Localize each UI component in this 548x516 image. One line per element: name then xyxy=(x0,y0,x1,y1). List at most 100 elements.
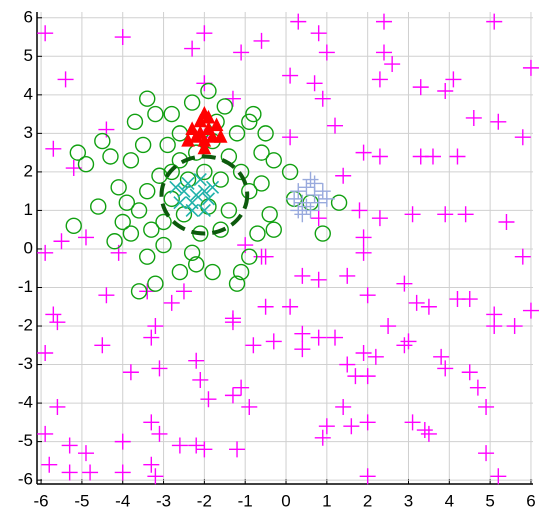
circle-marker xyxy=(204,263,221,281)
plus-marker xyxy=(253,32,270,49)
plus-marker xyxy=(175,283,192,300)
plus-marker xyxy=(318,44,335,61)
x-tick-label: -3 xyxy=(156,491,171,510)
y-tick-label: 5 xyxy=(24,46,33,65)
plus-marker xyxy=(490,468,507,485)
circle-marker xyxy=(155,213,172,231)
plus-marker xyxy=(478,398,495,415)
plus-marker xyxy=(310,329,327,346)
plus-marker xyxy=(506,318,523,335)
triangle-marker xyxy=(201,109,216,124)
circle-marker xyxy=(232,263,250,281)
y-tick-label: -3 xyxy=(18,354,33,373)
x-tick-label: -1 xyxy=(238,491,253,510)
plus-marker xyxy=(114,464,131,481)
plus-marker xyxy=(265,333,282,350)
plus-marker xyxy=(37,25,54,42)
plus-marker xyxy=(196,441,213,458)
plus-marker xyxy=(420,425,437,442)
plus-marker xyxy=(498,213,515,230)
x-tick-label: -5 xyxy=(74,491,89,510)
circle-marker xyxy=(330,194,348,211)
x-tick-label: 2 xyxy=(363,491,372,510)
triangle-marker xyxy=(197,140,212,155)
circle-marker xyxy=(253,144,270,161)
plus-marker xyxy=(286,190,303,207)
plus-marker xyxy=(45,140,62,157)
plus-marker xyxy=(314,183,331,200)
circle-marker xyxy=(281,163,299,181)
plus-marker xyxy=(37,344,54,361)
circle-marker xyxy=(232,163,250,181)
x-tick-label: 5 xyxy=(485,491,494,510)
plus-marker xyxy=(327,117,344,134)
triangle-marker xyxy=(205,129,220,143)
plus-marker xyxy=(514,248,531,265)
x-marker xyxy=(197,184,211,198)
plus-marker xyxy=(114,29,131,46)
plus-marker xyxy=(359,287,376,304)
circle-marker xyxy=(265,152,282,169)
circle-marker xyxy=(228,125,246,142)
plus-marker xyxy=(514,129,531,146)
plus-marker xyxy=(37,244,54,261)
circle-marker xyxy=(212,221,229,238)
plus-marker xyxy=(77,445,94,462)
circle-marker xyxy=(249,225,266,242)
circle-marker xyxy=(257,125,274,142)
plus-marker xyxy=(314,429,331,446)
circle-marker xyxy=(106,233,123,250)
circle-marker xyxy=(163,163,180,181)
plus-marker xyxy=(192,371,209,388)
circle-marker xyxy=(139,182,156,200)
y-tick-label: 4 xyxy=(24,84,33,103)
plus-marker xyxy=(416,422,433,439)
plus-marker xyxy=(143,329,160,346)
circle-marker xyxy=(130,202,148,219)
plus-marker xyxy=(433,348,450,365)
plus-marker xyxy=(384,56,401,73)
plus-marker xyxy=(371,71,388,88)
y-tick-label: 6 xyxy=(24,7,33,26)
plus-marker xyxy=(371,210,388,227)
x-tick-label: 1 xyxy=(322,491,331,510)
y-tick-label: 2 xyxy=(24,161,33,180)
circle-marker xyxy=(155,236,172,254)
circle-marker xyxy=(241,248,258,265)
x-marker xyxy=(197,203,211,217)
plus-marker xyxy=(355,229,372,246)
y-tick-label: 0 xyxy=(24,238,33,257)
plus-marker xyxy=(371,148,388,165)
plus-marker xyxy=(522,59,539,76)
circle-marker xyxy=(69,144,87,161)
circle-marker xyxy=(261,206,278,223)
plus-marker xyxy=(339,267,356,284)
plus-marker xyxy=(335,398,352,415)
plus-marker xyxy=(290,183,307,200)
circle-marker xyxy=(122,152,140,169)
plus-marker xyxy=(151,425,168,442)
plus-marker xyxy=(420,298,437,315)
plus-marker xyxy=(404,414,421,431)
plus-marker xyxy=(45,306,62,323)
plus-marker xyxy=(53,233,70,250)
plus-marker xyxy=(147,468,164,485)
circle-marker xyxy=(183,94,201,111)
plus-marker xyxy=(327,329,344,346)
circle-marker xyxy=(65,217,82,235)
circle-marker xyxy=(147,105,164,123)
plus-marker xyxy=(294,341,311,358)
y-tick-label: 1 xyxy=(24,200,33,219)
plus-marker xyxy=(77,229,94,246)
plus-marker xyxy=(424,148,441,165)
plus-marker xyxy=(294,206,311,223)
circle-marker xyxy=(265,221,282,238)
triangle-marker xyxy=(209,117,224,132)
x-marker xyxy=(169,180,183,194)
plus-marker xyxy=(404,206,421,223)
circle-marker xyxy=(245,105,262,123)
circle-marker xyxy=(118,194,136,211)
circle-marker xyxy=(188,256,205,273)
triangle-marker xyxy=(193,125,208,139)
